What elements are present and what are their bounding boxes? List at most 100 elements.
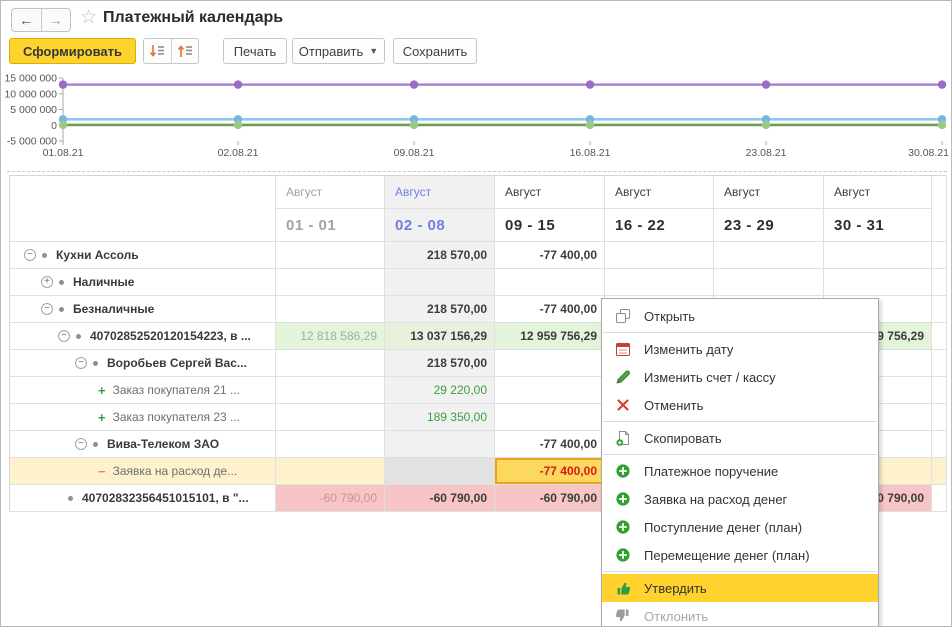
amount-cell[interactable]: [276, 431, 385, 458]
tree-row-label[interactable]: +Заказ покупателя 23 ...: [10, 404, 276, 431]
amount-cell[interactable]: -77 400,00: [495, 431, 605, 458]
amount-cell[interactable]: -60 790,00: [385, 485, 495, 512]
amount-cell[interactable]: [385, 431, 495, 458]
amount-cell[interactable]: [276, 296, 385, 323]
tree-row-label[interactable]: −Заявка на расход де...: [10, 458, 276, 485]
print-button[interactable]: Печать: [223, 38, 287, 64]
send-button[interactable]: Отправить ▼: [292, 38, 385, 64]
column-period-header[interactable]: 01 - 01: [276, 209, 385, 242]
menu-item[interactable]: Изменить дату: [602, 335, 878, 363]
save-button[interactable]: Сохранить: [393, 38, 477, 64]
purple-series-point[interactable]: [234, 80, 242, 88]
sort-descending-button[interactable]: [144, 39, 171, 63]
amount-cell[interactable]: [605, 242, 714, 269]
amount-cell[interactable]: 218 570,00: [385, 296, 495, 323]
menu-item[interactable]: Перемещение денег (план): [602, 541, 878, 569]
amount-cell[interactable]: [495, 269, 605, 296]
tree-row-label-text: Воробьев Сергей Вас...: [107, 356, 247, 370]
green-series-point[interactable]: [59, 121, 67, 129]
green-series-point[interactable]: [234, 121, 242, 129]
green-series-point[interactable]: [938, 121, 946, 129]
amount-cell[interactable]: [385, 458, 495, 485]
amount-cell[interactable]: [276, 458, 385, 485]
collapse-node-icon[interactable]: −: [58, 330, 70, 342]
menu-item-label: Поступление денег (план): [644, 520, 802, 535]
purple-series-point[interactable]: [59, 80, 67, 88]
column-period-header[interactable]: 23 - 29: [714, 209, 824, 242]
amount-cell[interactable]: [276, 269, 385, 296]
collapse-node-icon[interactable]: −: [24, 249, 36, 261]
column-month-header[interactable]: Август: [385, 176, 495, 209]
amount-cell[interactable]: [605, 269, 714, 296]
column-period-header[interactable]: 16 - 22: [605, 209, 714, 242]
menu-item[interactable]: Заявка на расход денег: [602, 485, 878, 513]
column-period-header[interactable]: 02 - 08: [385, 209, 495, 242]
purple-series-point[interactable]: [938, 80, 946, 88]
tree-row-label[interactable]: −40702852520120154223, в ...: [10, 323, 276, 350]
amount-cell[interactable]: 218 570,00: [385, 242, 495, 269]
collapse-node-icon[interactable]: −: [41, 303, 53, 315]
tree-row-label[interactable]: +Заказ покупателя 21 ...: [10, 377, 276, 404]
purple-series-point[interactable]: [586, 80, 594, 88]
menu-item[interactable]: Платежное поручение: [602, 457, 878, 485]
amount-cell[interactable]: [495, 377, 605, 404]
amount-cell[interactable]: [714, 269, 824, 296]
amount-cell[interactable]: [495, 404, 605, 431]
tree-row-label[interactable]: −Кухни Ассоль: [10, 242, 276, 269]
purple-series-point[interactable]: [762, 80, 770, 88]
menu-item[interactable]: Утвердить: [602, 574, 878, 602]
amount-cell[interactable]: 29 220,00: [385, 377, 495, 404]
menu-item[interactable]: Скопировать: [602, 424, 878, 452]
amount-cell[interactable]: [824, 269, 932, 296]
amount-cell[interactable]: [495, 350, 605, 377]
amount-cell[interactable]: -77 400,00: [495, 242, 605, 269]
amount-cell[interactable]: 13 037 156,29: [385, 323, 495, 350]
collapse-node-icon[interactable]: −: [75, 438, 87, 450]
column-month-header[interactable]: Август: [276, 176, 385, 209]
amount-cell[interactable]: [824, 242, 932, 269]
column-period-header[interactable]: 30 - 31: [824, 209, 932, 242]
amount-cell[interactable]: -77 400,00: [495, 296, 605, 323]
back-button[interactable]: ←: [12, 9, 41, 31]
amount-cell[interactable]: 12 818 586,29: [276, 323, 385, 350]
tree-row-label[interactable]: − Воробьев Сергей Вас...: [10, 350, 276, 377]
amount-cell[interactable]: [714, 242, 824, 269]
menu-item[interactable]: Отменить: [602, 391, 878, 419]
column-month-header[interactable]: Август: [824, 176, 932, 209]
amount-cell[interactable]: [276, 350, 385, 377]
green-series-point[interactable]: [762, 121, 770, 129]
amount-cell[interactable]: -60 790,00: [495, 485, 605, 512]
tree-row-label[interactable]: −Вива-Телеком ЗАО: [10, 431, 276, 458]
chart-table-splitter[interactable]: [7, 171, 947, 172]
green-series-point[interactable]: [410, 121, 418, 129]
amount-cell[interactable]: 189 350,00: [385, 404, 495, 431]
forward-button[interactable]: →: [41, 9, 71, 31]
collapse-node-icon[interactable]: −: [75, 357, 87, 369]
amount-cell[interactable]: [385, 269, 495, 296]
tree-row-label[interactable]: +Наличные: [10, 269, 276, 296]
column-period-header[interactable]: 09 - 15: [495, 209, 605, 242]
amount-cell[interactable]: -60 790,00: [276, 485, 385, 512]
purple-series-point[interactable]: [410, 80, 418, 88]
amount-cell[interactable]: -77 400,00: [495, 458, 605, 485]
amount-cell[interactable]: [276, 242, 385, 269]
amount-cell[interactable]: [276, 377, 385, 404]
column-month-header[interactable]: Август: [605, 176, 714, 209]
amount-cell[interactable]: 218 570,00: [385, 350, 495, 377]
generate-button[interactable]: Сформировать: [9, 38, 136, 64]
menu-separator: [603, 454, 877, 455]
menu-item[interactable]: Поступление денег (план): [602, 513, 878, 541]
column-month-header[interactable]: Август: [714, 176, 824, 209]
column-month-header[interactable]: Август: [495, 176, 605, 209]
sort-ascending-button[interactable]: [171, 39, 199, 63]
expand-node-icon[interactable]: +: [41, 276, 53, 288]
row-filler-cell: [932, 323, 947, 350]
green-series-point[interactable]: [586, 121, 594, 129]
favorite-star-icon[interactable]: ☆: [80, 6, 97, 29]
tree-row-label[interactable]: −Безналичные: [10, 296, 276, 323]
amount-cell[interactable]: [276, 404, 385, 431]
tree-row-label[interactable]: 40702832356451015101, в "...: [10, 485, 276, 512]
menu-item[interactable]: Изменить счет / кассу: [602, 363, 878, 391]
menu-item[interactable]: Открыть: [602, 302, 878, 330]
amount-cell[interactable]: 12 959 756,29: [495, 323, 605, 350]
